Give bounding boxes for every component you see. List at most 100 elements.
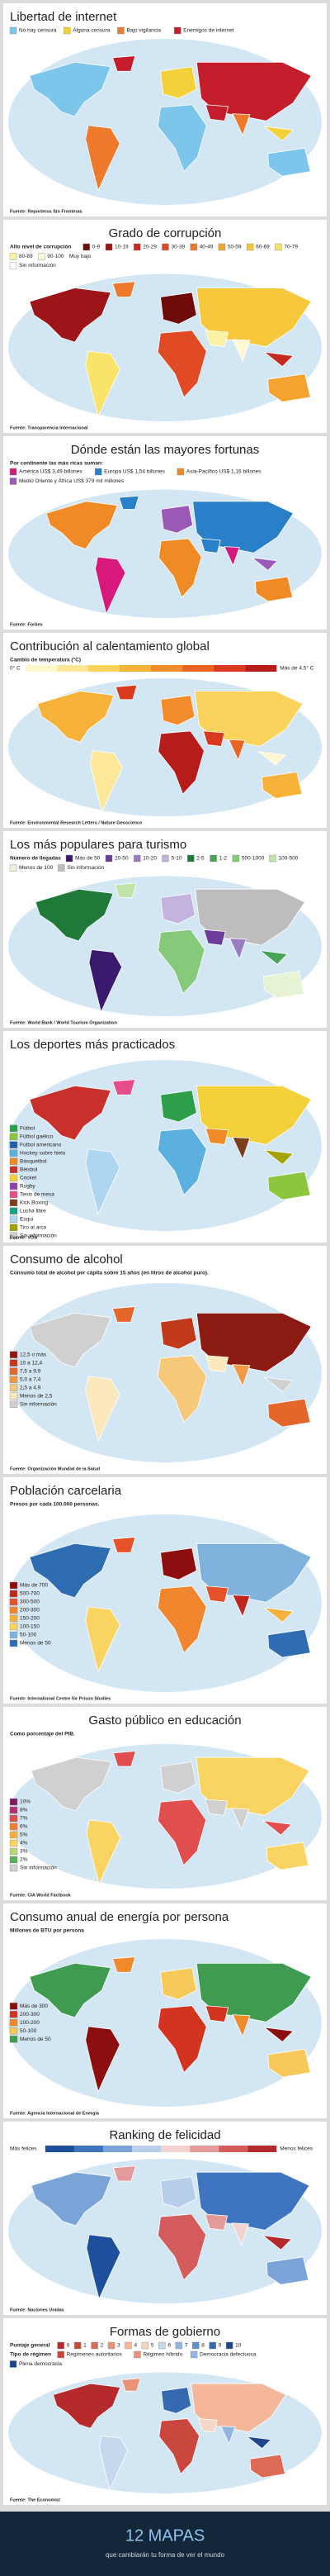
scale-swatch bbox=[182, 665, 214, 672]
legend-title: Alto nivel de corrupción bbox=[10, 245, 71, 250]
legend-label: Más de 300 bbox=[20, 2003, 48, 2009]
legend-label: Sin información bbox=[19, 263, 56, 269]
land bbox=[29, 1312, 111, 1368]
legend-swatch bbox=[9, 1814, 18, 1823]
legend-label: Lucha libre bbox=[20, 1209, 46, 1214]
land bbox=[121, 2378, 141, 2392]
land bbox=[205, 1128, 229, 1145]
land bbox=[200, 538, 221, 554]
land bbox=[112, 55, 136, 72]
legend-swatch bbox=[9, 1351, 18, 1359]
panel-subtitle: Consumo total de alcohol per cápita sobr… bbox=[10, 1271, 209, 1276]
legend-title: Puntaje general bbox=[10, 2343, 50, 2349]
legend-swatch bbox=[9, 1639, 18, 1647]
legend-swatch bbox=[9, 1581, 18, 1590]
legend-label: 200-300 bbox=[20, 2012, 40, 2018]
land bbox=[198, 2418, 218, 2433]
legend-swatch bbox=[187, 854, 195, 863]
land bbox=[31, 2171, 112, 2227]
land bbox=[160, 1967, 197, 2000]
land bbox=[88, 948, 123, 1013]
land bbox=[160, 892, 196, 924]
legend-swatch bbox=[9, 1157, 18, 1166]
legend-swatch bbox=[9, 1631, 18, 1639]
legend-swatch bbox=[105, 243, 113, 251]
land bbox=[160, 1761, 197, 1794]
legend-label: 8% bbox=[20, 1808, 28, 1813]
land bbox=[99, 2435, 129, 2491]
legend-swatch bbox=[9, 1191, 18, 1199]
legend-swatch bbox=[9, 2035, 18, 2043]
legend-label: Tenis de mesa bbox=[20, 1192, 54, 1198]
legend-swatch bbox=[177, 468, 185, 476]
legend-swatch bbox=[9, 2002, 18, 2010]
legend-label: Sin información bbox=[67, 865, 104, 871]
legend-label: América US$ 3,49 billones bbox=[19, 469, 82, 475]
land bbox=[160, 66, 197, 99]
land bbox=[157, 1128, 207, 1196]
land bbox=[36, 691, 115, 743]
land bbox=[85, 1606, 120, 1673]
scale-swatch bbox=[45, 2146, 74, 2152]
legend-end: Muy bajo bbox=[69, 254, 92, 259]
land bbox=[205, 1799, 229, 1816]
legend-swatch bbox=[9, 1384, 18, 1392]
land bbox=[112, 1306, 136, 1323]
legend-label: Fútbol gaélico bbox=[20, 1134, 54, 1140]
legend-label: Alguna censura bbox=[73, 28, 111, 34]
legend-swatch bbox=[9, 253, 17, 260]
land bbox=[232, 1595, 251, 1618]
source: Fuente: Organización Mundial de la Salud bbox=[10, 1466, 100, 1471]
legend-swatch bbox=[57, 2341, 64, 2350]
legend-label: 30-39 bbox=[171, 245, 185, 250]
legend-label: 1 bbox=[83, 2343, 87, 2349]
legend-label: Más de 700 bbox=[20, 1583, 48, 1589]
land bbox=[267, 1398, 311, 1428]
legend-label: Menos de 50 bbox=[20, 2037, 51, 2042]
panel-title: Dónde están las mayores fortunas bbox=[71, 443, 259, 457]
scale-swatch bbox=[190, 2146, 219, 2152]
land bbox=[262, 971, 304, 999]
scale-swatch bbox=[245, 665, 277, 672]
legend-swatch bbox=[134, 854, 141, 863]
legend-label: 80-89 bbox=[19, 254, 33, 259]
legend-label: Enemigos de internet bbox=[183, 28, 234, 34]
panel-title: Consumo anual de energía por persona bbox=[10, 1910, 229, 1924]
legend-swatch bbox=[9, 1823, 18, 1831]
legend-swatch bbox=[107, 2341, 116, 2350]
land bbox=[262, 2235, 293, 2250]
panel-title: Los más populares para turismo bbox=[10, 838, 186, 852]
land bbox=[95, 556, 126, 615]
land bbox=[157, 104, 207, 173]
land bbox=[262, 1607, 295, 1623]
land bbox=[157, 1799, 207, 1866]
legend-swatch bbox=[9, 1199, 18, 1207]
legend-label: 70-79 bbox=[284, 245, 298, 250]
land bbox=[232, 113, 251, 136]
legend-label: Esquí bbox=[20, 1217, 34, 1223]
legend-swatch bbox=[9, 1141, 18, 1149]
legend-swatch bbox=[9, 1133, 18, 1141]
land bbox=[262, 771, 303, 799]
legend-swatch bbox=[9, 1376, 18, 1384]
legend-label: 4% bbox=[20, 1841, 28, 1846]
legend-label: 5 bbox=[151, 2343, 154, 2349]
legend-label: 2,5 a 4,9 bbox=[20, 1385, 41, 1391]
scale-start: Más felices bbox=[10, 2146, 37, 2152]
legend-label: 100-150 bbox=[20, 1624, 40, 1630]
legend-label: 1-2 bbox=[219, 856, 228, 862]
legend-swatch bbox=[9, 1232, 18, 1240]
land bbox=[205, 2005, 229, 2022]
legend-swatch bbox=[134, 2350, 141, 2359]
legend-label: No hay censura bbox=[19, 28, 57, 34]
legend-label: 3 bbox=[117, 2343, 120, 2349]
legend-label: Más de 50 bbox=[75, 856, 101, 862]
legend-label: 3% bbox=[20, 1849, 28, 1855]
land bbox=[267, 147, 311, 177]
legend-label: 10% bbox=[20, 1799, 31, 1805]
land bbox=[157, 330, 207, 398]
footer bbox=[0, 2512, 330, 2576]
legend-label: Hockey sobre hielo bbox=[20, 1151, 66, 1157]
land bbox=[45, 501, 118, 549]
